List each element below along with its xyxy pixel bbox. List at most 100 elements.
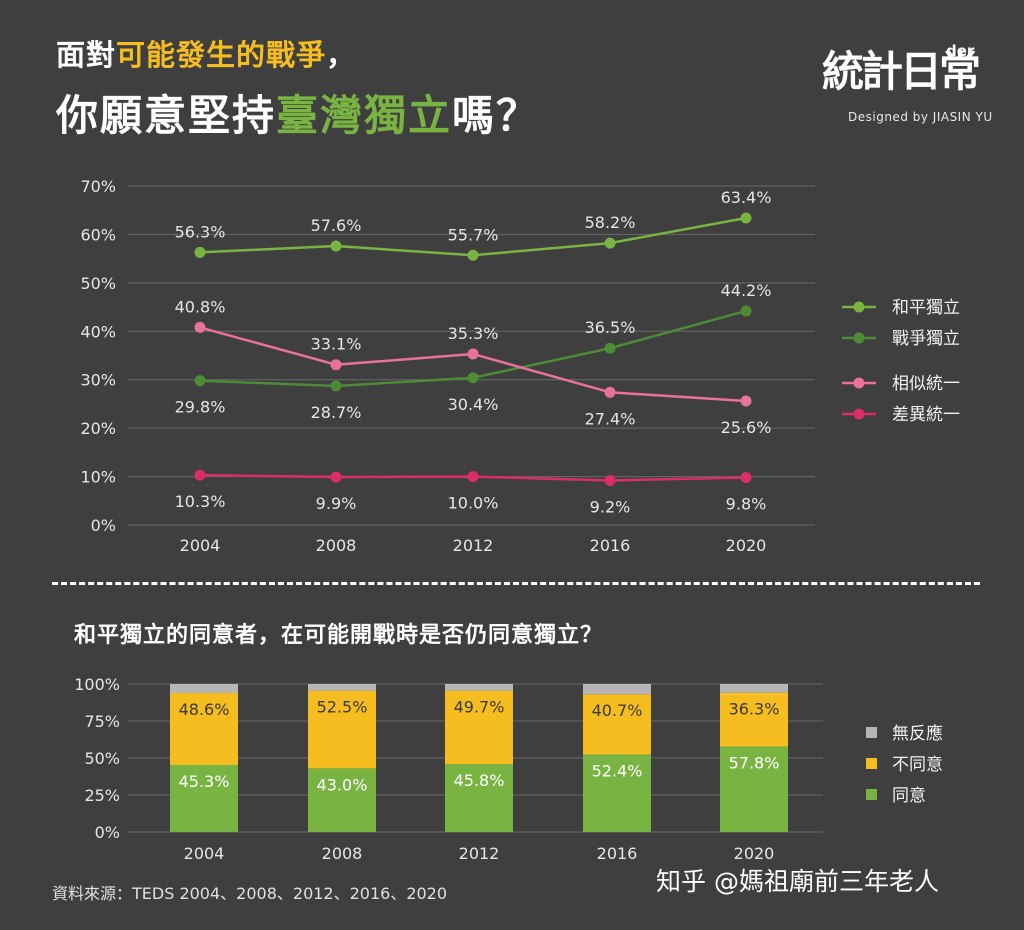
data-label: 9.2%	[590, 497, 631, 516]
bar-value-label: 52.4%	[592, 761, 643, 780]
legend-label: 和平獨立	[892, 298, 960, 318]
data-label: 56.3%	[175, 222, 226, 241]
data-point	[604, 237, 616, 249]
legend-swatch	[866, 758, 877, 769]
legend-marker	[853, 377, 865, 389]
x-tick-label: 2008	[322, 844, 363, 863]
data-label: 10.0%	[448, 494, 499, 513]
bar-segment	[445, 684, 513, 691]
data-point	[467, 249, 479, 261]
bar-segment	[720, 684, 788, 693]
x-tick-label: 2020	[726, 536, 767, 555]
title-line-2: 你願意堅持臺灣獨立嗎？	[56, 82, 540, 143]
data-label: 40.8%	[175, 297, 226, 316]
bar-segment	[583, 754, 651, 832]
line-chart: 0% 10% 20% 30% 40% 50% 60% 70% 2004 2008 2012 2016 2…	[80, 177, 960, 555]
data-label: 9.9%	[316, 494, 357, 513]
bar-value-label: 45.8%	[454, 771, 505, 790]
data-point	[604, 386, 616, 398]
bar-segment	[170, 764, 238, 832]
bar-segment	[308, 684, 376, 691]
title-line-1-post: ，	[326, 38, 357, 72]
data-point	[194, 375, 206, 387]
bar-segment	[720, 746, 788, 832]
data-point	[330, 471, 342, 483]
data-point	[740, 305, 752, 317]
data-point	[604, 342, 616, 354]
bar-value-label: 57.8%	[729, 753, 780, 772]
data-label: 25.6%	[721, 418, 772, 437]
x-tick-label: 2004	[180, 536, 221, 555]
bar-value-label: 48.6%	[179, 700, 230, 719]
bar-value-label: 52.5%	[317, 698, 368, 717]
data-label: 30.4%	[448, 395, 499, 414]
data-point	[330, 240, 342, 252]
title-line-1-highlight: 可能發生的戰爭	[116, 38, 327, 72]
y-tick-label: 30%	[80, 371, 116, 390]
y-tick-label: 40%	[80, 322, 116, 341]
data-point	[467, 471, 479, 483]
x-tick-label: 2016	[597, 844, 638, 863]
title-line-1-pre: 面對	[56, 38, 117, 72]
data-label: 28.7%	[311, 403, 362, 422]
bar-segment	[170, 684, 238, 694]
legend-swatch	[866, 789, 877, 800]
legend-label: 戰爭獨立	[892, 329, 960, 349]
data-label: 10.3%	[175, 492, 226, 511]
data-label: 35.3%	[448, 324, 499, 343]
data-point	[194, 321, 206, 333]
title-line-2-post: 嗎？	[452, 91, 541, 140]
section-divider	[52, 582, 980, 585]
data-point	[194, 469, 206, 481]
bar-segment	[583, 684, 651, 695]
legend-label: 同意	[892, 786, 926, 806]
bar-chart: 0% 25% 50% 75% 100% 45.3% 48.6% 2004 43.0% 52.5% 2…	[74, 675, 943, 863]
bar-value-label: 49.7%	[454, 698, 505, 717]
legend-marker	[853, 301, 865, 313]
logo-der-text: der	[946, 42, 975, 60]
data-label: 44.2%	[721, 281, 772, 300]
data-point	[194, 246, 206, 258]
source-note: 資料來源：TEDS 2004、2008、2012、2016、2020	[52, 884, 448, 903]
data-label: 33.1%	[311, 335, 362, 354]
data-label: 36.5%	[585, 318, 636, 337]
legend-label: 無反應	[892, 723, 943, 744]
x-tick-label: 2012	[459, 844, 500, 863]
x-tick-label: 2008	[316, 536, 357, 555]
watermark: 知乎 @媽祖廟前三年老人	[656, 867, 939, 896]
y-tick-label: 0%	[91, 516, 116, 535]
bar-segment	[308, 690, 376, 769]
data-point	[467, 348, 479, 360]
bar-value-label: 43.0%	[317, 775, 368, 794]
bar-value-label: 36.3%	[729, 700, 780, 719]
x-tick-label: 2012	[453, 536, 494, 555]
data-label: 58.2%	[585, 213, 636, 232]
logo: 統計日常 der Designed by JIASIN YU	[822, 38, 992, 128]
x-tick-label: 2004	[184, 844, 225, 863]
legend-marker	[853, 332, 865, 344]
data-label: 29.8%	[175, 398, 226, 417]
y-tick-label: 0%	[95, 823, 120, 842]
bar-segment	[720, 692, 788, 747]
y-tick-label: 25%	[84, 786, 120, 805]
logo-main-text: 統計日常	[822, 47, 981, 96]
title-line-1: 面對可能發生的戰爭，	[56, 32, 356, 74]
y-tick-label: 50%	[80, 274, 116, 293]
bar-value-label: 45.3%	[179, 772, 230, 791]
data-label: 55.7%	[448, 225, 499, 244]
x-tick-label: 2016	[590, 536, 631, 555]
data-label: 27.4%	[585, 409, 636, 428]
legend-marker	[853, 408, 865, 420]
data-point	[467, 372, 479, 384]
bar-segment	[170, 693, 238, 765]
data-label: 9.8%	[726, 495, 767, 514]
data-point	[740, 395, 752, 407]
data-point	[740, 472, 752, 484]
y-tick-label: 50%	[84, 749, 120, 768]
data-point	[330, 380, 342, 392]
bar-chart-title: 和平獨立的同意者，在可能開戰時是否仍同意獨立？	[74, 623, 604, 648]
y-tick-label: 70%	[80, 177, 116, 196]
bar-segment	[308, 768, 376, 832]
y-tick-label: 100%	[74, 675, 120, 694]
legend-label: 不同意	[892, 755, 943, 775]
